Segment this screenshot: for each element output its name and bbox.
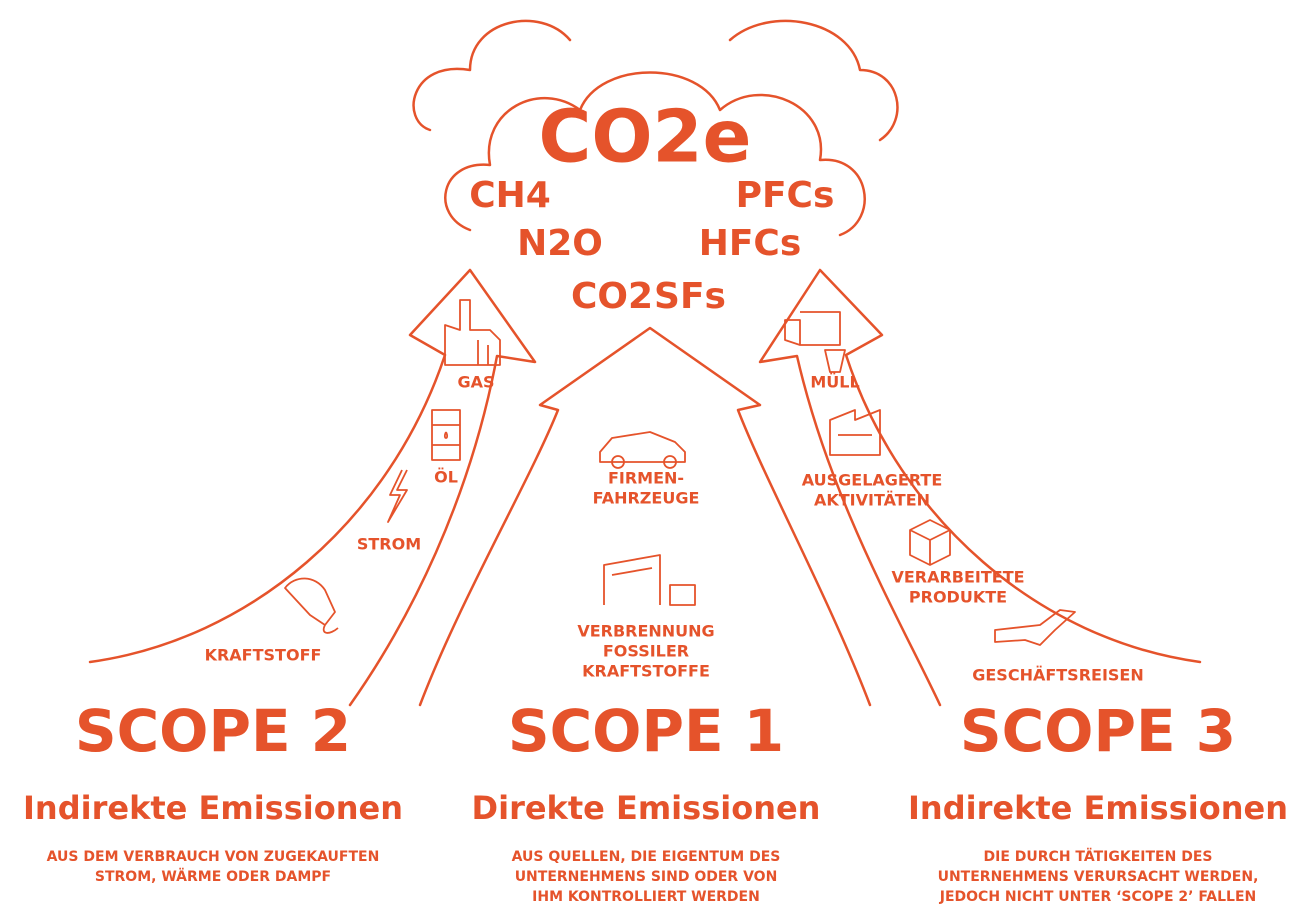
gas-label: PFCs [736,175,835,216]
scope-description: DIE DURCH TÄTIGKEITEN DES [984,848,1213,865]
scope-description: UNTERNEHMENS VERURSACHT WERDEN, [938,869,1259,885]
scope-title: SCOPE 1 [508,697,784,765]
source-label: GAS [457,373,494,392]
source-label: VERBRENNUNG [577,622,714,641]
gas-label: SFs [654,276,726,317]
source-label: PRODUKTE [909,588,1007,607]
scope-description: AUS DEM VERBRAUCH VON ZUGEKAUFTEN [47,849,380,865]
scope-subtitle: Indirekte Emissionen [23,789,403,827]
source-label: STROM [357,535,421,554]
source-label: AKTIVITÄTEN [814,491,930,510]
scope-description: AUS QUELLEN, DIE EIGENTUM DES [512,849,781,865]
source-label: KRAFTSTOFFE [582,662,710,681]
source-label: KRAFTSTOFF [205,646,322,665]
source-label: FIRMEN- [608,469,684,488]
source-label: FAHRZEUGE [593,489,700,508]
cloud-title: CO2e [539,95,752,179]
scope-description: UNTERNEHMENS SIND ODER VON [515,869,778,885]
scope-description: STROM, WÄRME ODER DAMPF [95,868,331,885]
scope-description: IHM KONTROLLIERT WERDEN [532,889,760,905]
scope-subtitle: Indirekte Emissionen [908,789,1288,827]
arrow-left [90,270,535,705]
diagram: CO2eCH4 PFCs N2O HFCs CO2SFs SCOPE 2 Indirekte… [0,0,1296,908]
scope-description: JEDOCH NICHT UNTER ‘SCOPE 2’ FALLEN [939,889,1256,905]
scope-title: SCOPE 3 [960,697,1236,765]
source-label: ÖL [434,468,458,487]
scope-title: SCOPE 2 [75,697,351,765]
source-label: AUSGELAGERTE [802,471,943,490]
source-label: GESCHÄFTSREISEN [972,666,1144,685]
gas-label: N2O [517,223,603,264]
source-label: VERARBEITETE [891,568,1024,587]
gas-label: CH4 [469,175,551,216]
scope-subtitle: Direkte Emissionen [472,789,821,827]
gas-label: HFCs [699,223,802,264]
gas-label: CO2 [571,276,653,317]
source-label: MÜLL [810,373,859,392]
source-label: FOSSILER [603,642,689,661]
